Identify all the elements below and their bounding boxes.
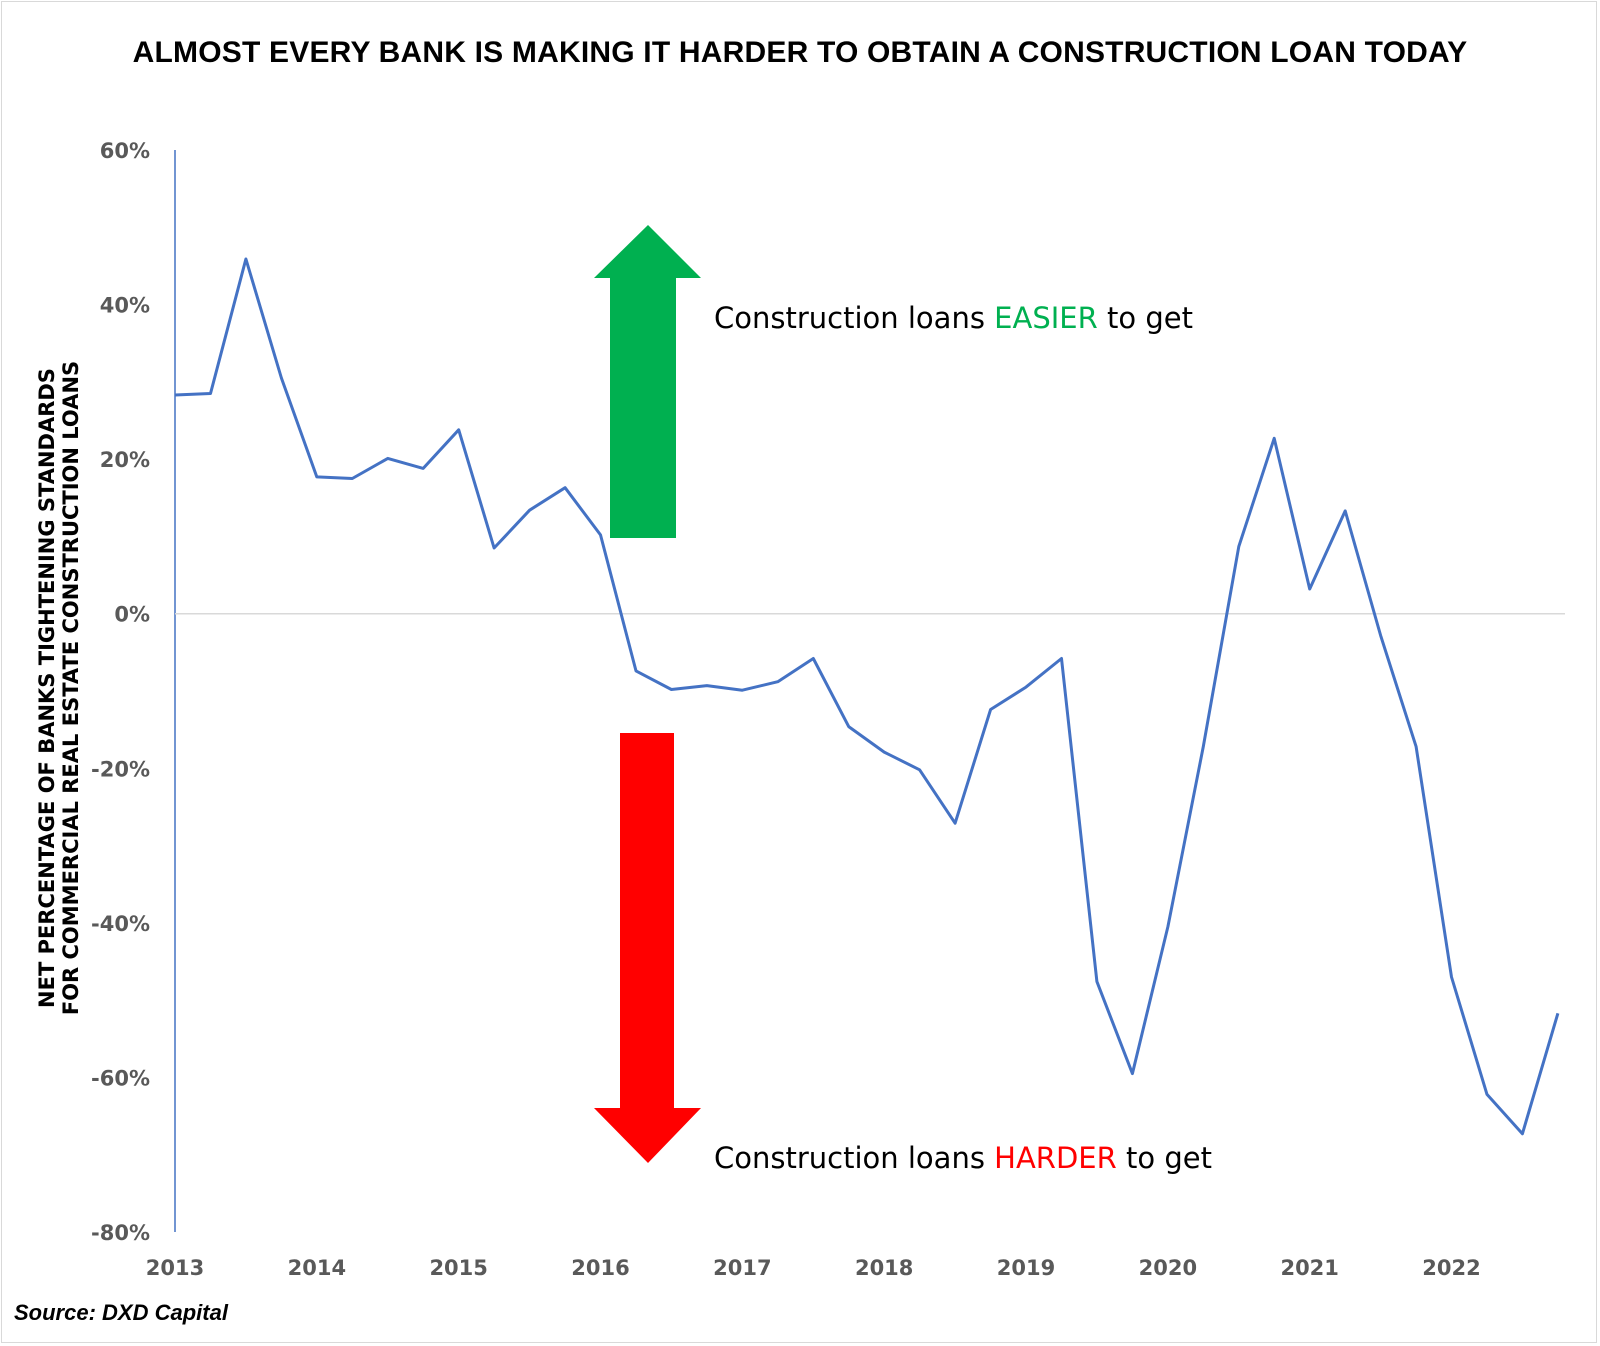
source-note: Source: DXD Capital (14, 1300, 228, 1325)
y-tick-label: 40% (100, 294, 150, 318)
y-axis-label-line-2: FOR COMMERCIAL REAL ESTATE CONSTRUCTION … (59, 361, 83, 1015)
x-tick-label: 2022 (1422, 1256, 1480, 1280)
y-axis-label-line-1: NET PERCENTAGE OF BANKS TIGHTENING STAND… (35, 368, 59, 1008)
x-tick-label: 2016 (571, 1256, 629, 1280)
harder-annotation-prefix: Construction loans (714, 1141, 994, 1175)
y-tick-label: -20% (91, 757, 150, 781)
harder-annotation-highlight: HARDER (994, 1141, 1117, 1175)
easier-arrow-icon (594, 225, 701, 538)
series-line (174, 257, 1560, 1136)
y-tick-label: 60% (100, 139, 150, 163)
x-tick-label: 2018 (855, 1256, 913, 1280)
x-tick-label: 2019 (997, 1256, 1055, 1280)
x-tick-label: 2014 (288, 1256, 346, 1280)
easier-annotation-prefix: Construction loans (714, 301, 994, 335)
harder-annotation: Construction loans HARDER to get (714, 1141, 1212, 1175)
chart-title: ALMOST EVERY BANK IS MAKING IT HARDER TO… (132, 36, 1468, 69)
y-tick-label: -80% (91, 1221, 150, 1245)
y-tick-label: 0% (114, 603, 150, 627)
x-tick-labels: 2013 2014 2015 2016 2017 2018 2019 2020 2021 2022 (146, 1256, 1481, 1280)
harder-arrow-icon (594, 733, 701, 1163)
series-group (174, 257, 1560, 1136)
y-tick-labels: 60% 40% 20% 0% -20% -40% -60% -80% (91, 139, 150, 1245)
y-tick-label: 20% (100, 448, 150, 472)
easier-annotation-suffix: to get (1098, 301, 1193, 335)
x-tick-label: 2021 (1280, 1256, 1338, 1280)
easier-annotation: Construction loans EASIER to get (714, 301, 1193, 335)
x-tick-label: 2017 (713, 1256, 771, 1280)
x-tick-label: 2015 (429, 1256, 487, 1280)
y-tick-label: -40% (91, 912, 150, 936)
harder-annotation-suffix: to get (1117, 1141, 1212, 1175)
y-tick-label: -60% (91, 1066, 150, 1090)
easier-annotation-highlight: EASIER (994, 301, 1098, 335)
x-tick-label: 2020 (1139, 1256, 1197, 1280)
x-tick-label: 2013 (146, 1256, 204, 1280)
